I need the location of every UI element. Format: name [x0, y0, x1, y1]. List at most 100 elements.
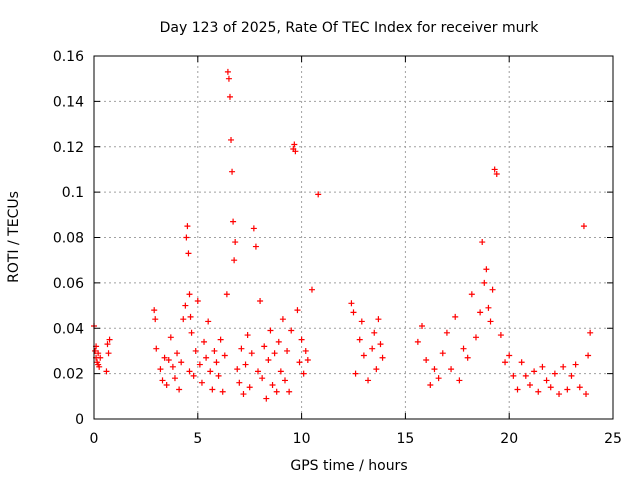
- y-tick-label: 0.14: [53, 94, 84, 110]
- data-point: [196, 361, 203, 368]
- data-point: [291, 141, 298, 148]
- data-point: [576, 384, 583, 391]
- data-point: [288, 327, 295, 334]
- data-point: [419, 322, 426, 329]
- data-point: [551, 370, 558, 377]
- data-point: [263, 395, 270, 402]
- data-point: [483, 266, 490, 273]
- data-point: [178, 359, 185, 366]
- data-point: [379, 354, 386, 361]
- data-point: [281, 377, 288, 384]
- data-point: [481, 279, 488, 286]
- data-point: [169, 363, 176, 370]
- data-point: [506, 352, 513, 359]
- data-point: [369, 345, 376, 352]
- data-point: [485, 304, 492, 311]
- data-point: [244, 332, 251, 339]
- data-point: [518, 359, 525, 366]
- data-point: [194, 298, 201, 305]
- data-point: [443, 329, 450, 336]
- data-point: [184, 223, 191, 230]
- data-point: [182, 302, 189, 309]
- data-point: [514, 386, 521, 393]
- data-point: [267, 327, 274, 334]
- x-tick-label: 25: [604, 431, 622, 447]
- data-point: [365, 377, 372, 384]
- x-tick-label: 0: [90, 431, 99, 447]
- data-point: [377, 341, 384, 348]
- data-point: [373, 366, 380, 373]
- data-point: [95, 361, 102, 368]
- data-point: [510, 372, 517, 379]
- data-point: [464, 354, 471, 361]
- data-point: [236, 379, 243, 386]
- data-point: [414, 338, 421, 345]
- data-point: [248, 350, 255, 357]
- data-points: [91, 68, 594, 402]
- data-point: [234, 366, 241, 373]
- data-point: [163, 381, 170, 388]
- data-point: [231, 257, 238, 264]
- data-point: [186, 368, 193, 375]
- data-point: [487, 318, 494, 325]
- data-point: [556, 391, 563, 398]
- data-point: [535, 388, 542, 395]
- y-tick-label: 0.08: [53, 231, 84, 247]
- data-point: [259, 375, 266, 382]
- data-point: [460, 345, 467, 352]
- data-point: [201, 338, 208, 345]
- data-point: [106, 336, 113, 343]
- data-point: [491, 166, 498, 173]
- data-point: [152, 316, 159, 323]
- data-point: [159, 377, 166, 384]
- data-point: [350, 309, 357, 316]
- data-point: [587, 329, 594, 336]
- data-point: [151, 307, 158, 314]
- data-point: [225, 75, 232, 82]
- data-point: [497, 332, 504, 339]
- data-point: [273, 388, 280, 395]
- data-point: [232, 239, 239, 246]
- data-point: [583, 391, 590, 398]
- data-point: [161, 354, 168, 361]
- x-tick-label: 15: [396, 431, 414, 447]
- data-point: [174, 350, 181, 357]
- data-point: [95, 350, 102, 357]
- data-point: [292, 148, 299, 155]
- data-point: [219, 388, 226, 395]
- data-point: [286, 388, 293, 395]
- data-point: [224, 68, 231, 75]
- data-point: [315, 191, 322, 198]
- data-point: [171, 375, 178, 382]
- data-point: [522, 372, 529, 379]
- data-point: [431, 366, 438, 373]
- y-tick-label: 0.02: [53, 367, 84, 383]
- data-point: [187, 313, 194, 320]
- data-point: [531, 368, 538, 375]
- data-point: [242, 361, 249, 368]
- x-tick-label: 20: [500, 431, 518, 447]
- data-point: [423, 357, 430, 364]
- y-tick-label: 0.06: [53, 276, 84, 292]
- data-point: [103, 368, 110, 375]
- data-point: [300, 370, 307, 377]
- data-point: [223, 291, 230, 298]
- data-point: [456, 377, 463, 384]
- data-point: [240, 391, 247, 398]
- data-point: [188, 329, 195, 336]
- data-point: [435, 375, 442, 382]
- data-point: [105, 350, 112, 357]
- data-point: [279, 316, 286, 323]
- data-point: [572, 361, 579, 368]
- data-point: [356, 336, 363, 343]
- data-point: [284, 347, 291, 354]
- data-point: [298, 336, 305, 343]
- data-point: [427, 381, 434, 388]
- data-point: [257, 298, 264, 305]
- x-tick-label: 5: [193, 431, 202, 447]
- data-point: [180, 316, 187, 323]
- data-point: [230, 218, 237, 225]
- grid-lines: [94, 56, 613, 419]
- data-point: [564, 386, 571, 393]
- data-point: [543, 377, 550, 384]
